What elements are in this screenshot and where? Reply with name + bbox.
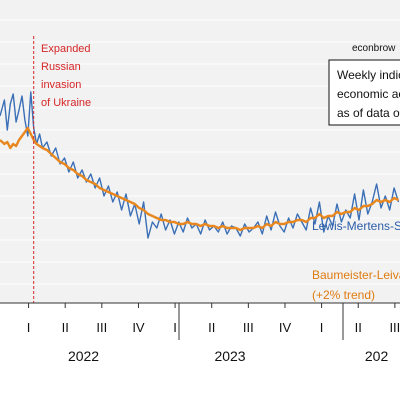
- series-layer: [0, 91, 400, 239]
- year-labels: 2022 2023 202: [68, 348, 389, 364]
- annotation-line-1: Expanded: [41, 43, 91, 55]
- year-label: 202: [365, 348, 389, 364]
- x-tick-label: I: [173, 320, 177, 335]
- annotation-line-3: invasion: [41, 79, 81, 91]
- annotation-line-4: of Ukraine: [41, 97, 91, 109]
- x-axis-ticks: I II III IV I II III IV I II III: [27, 303, 400, 335]
- legend-box-line-1: Weekly indic: [337, 68, 400, 82]
- series-label-orange-1: Baumeister-Leiva: [312, 268, 400, 282]
- x-tick-label: IV: [279, 320, 292, 335]
- legend-box-line-3: as of data of: [337, 106, 400, 120]
- annotation-line-2: Russian: [41, 61, 81, 73]
- year-label: 2022: [68, 348, 99, 364]
- x-tick-label: III: [243, 320, 254, 335]
- series-label-blue: Lewis-Mertens-S: [312, 219, 400, 233]
- credit-text: econbrow: [352, 43, 396, 54]
- x-tick-label: IV: [132, 320, 145, 335]
- year-label: 2023: [214, 348, 245, 364]
- series-line-baumeister-leiva: [0, 126, 399, 232]
- x-tick-label: II: [208, 320, 215, 335]
- series-label-orange-2: (+2% trend): [312, 288, 375, 302]
- x-tick-label: III: [96, 320, 107, 335]
- gridlines: [0, 19, 400, 285]
- x-tick-label: II: [62, 320, 69, 335]
- x-tick-label: I: [320, 320, 324, 335]
- legend-box: [328, 59, 400, 126]
- x-tick-label: III: [389, 320, 400, 335]
- legend-box-line-2: economic act: [337, 87, 400, 101]
- x-tick-label: I: [27, 320, 31, 335]
- x-tick-label: II: [355, 320, 362, 335]
